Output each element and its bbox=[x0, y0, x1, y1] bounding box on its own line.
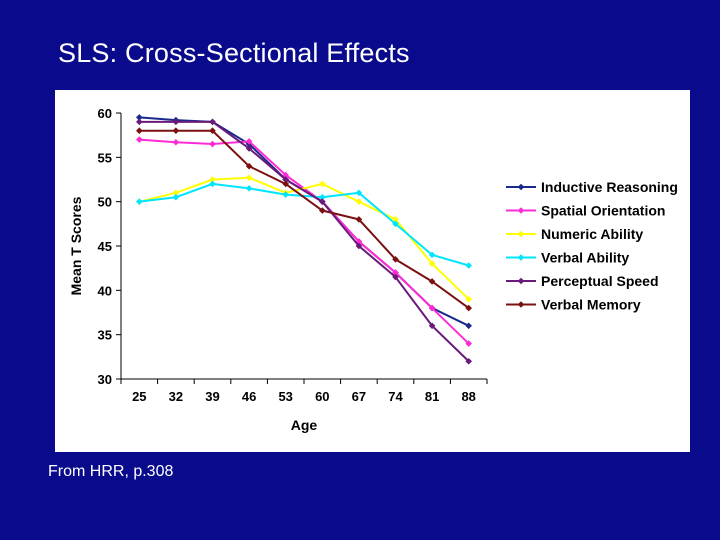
data-point-perceptual-speed bbox=[282, 176, 289, 183]
chart-panel: 30 35 40 45 50 55 60 25 32 39 46 53 60 67 74 81 88 Induc… bbox=[55, 90, 690, 452]
x-tick-label: 53 bbox=[278, 389, 292, 404]
legend-item-verbal-memory: Verbal Memory bbox=[506, 297, 641, 313]
legend-marker bbox=[517, 207, 525, 214]
data-point-verbal-memory bbox=[172, 127, 180, 135]
series-verbal-ability bbox=[136, 180, 472, 269]
series-verbal-memory bbox=[136, 127, 472, 312]
data-point-verbal-ability bbox=[136, 198, 143, 205]
data-point-verbal-memory bbox=[428, 278, 436, 285]
data-point-verbal-ability bbox=[465, 262, 472, 269]
x-tick-label: 46 bbox=[242, 389, 256, 404]
y-axis-label: Mean T Scores bbox=[68, 196, 84, 295]
y-tick-label: 55 bbox=[98, 150, 112, 165]
legend-label: Verbal Memory bbox=[541, 297, 641, 313]
data-point-verbal-ability bbox=[245, 185, 253, 192]
line-chart: 30 35 40 45 50 55 60 25 32 39 46 53 60 67 74 81 88 Induc… bbox=[68, 106, 678, 433]
data-point-verbal-ability bbox=[428, 251, 436, 259]
legend-label: Numeric Ability bbox=[541, 226, 643, 242]
data-point-numeric-ability bbox=[355, 198, 363, 205]
x-tick-label: 39 bbox=[205, 389, 219, 404]
x-tick-label: 32 bbox=[169, 389, 183, 404]
data-point-perceptual-speed bbox=[465, 357, 472, 365]
data-point-spatial-orientation bbox=[172, 138, 180, 146]
data-point-verbal-memory bbox=[209, 127, 216, 135]
x-axis-label: Age bbox=[291, 417, 318, 433]
data-point-perceptual-speed bbox=[392, 273, 399, 281]
data-point-verbal-memory bbox=[136, 127, 143, 135]
data-point-perceptual-speed bbox=[136, 118, 143, 126]
y-tick-label: 50 bbox=[98, 195, 112, 210]
data-point-spatial-orientation bbox=[355, 238, 363, 245]
slide-title: SLS: Cross-Sectional Effects bbox=[58, 38, 410, 68]
series-spatial-orientation bbox=[136, 136, 472, 347]
series-perceptual-speed bbox=[136, 118, 472, 365]
data-point-perceptual-speed bbox=[172, 118, 180, 126]
x-tick-label: 74 bbox=[388, 389, 403, 404]
data-point-verbal-memory bbox=[282, 180, 289, 188]
y-tick-label: 35 bbox=[98, 328, 112, 343]
data-point-verbal-memory bbox=[465, 304, 472, 312]
legend-marker bbox=[517, 230, 525, 238]
data-point-verbal-ability bbox=[319, 193, 326, 201]
legend-label: Spatial Orientation bbox=[541, 203, 665, 219]
series-line-perceptual-speed bbox=[139, 120, 470, 362]
legend-item-numeric-ability: Numeric Ability bbox=[506, 226, 643, 242]
chart-axes: 30 35 40 45 50 55 60 25 32 39 46 53 60 67 74 81 88 bbox=[98, 106, 488, 404]
legend-item-inductive-reasoning: Inductive Reasoning bbox=[506, 179, 678, 195]
chart-legend: Inductive Reasoning Spatial Orientation Nu… bbox=[506, 179, 678, 313]
legend-item-perceptual-speed: Perceptual Speed bbox=[506, 273, 659, 289]
data-point-spatial-orientation bbox=[465, 340, 472, 347]
legend-marker bbox=[517, 254, 525, 261]
data-point-numeric-ability bbox=[392, 216, 399, 223]
data-point-spatial-orientation bbox=[209, 140, 216, 148]
data-point-verbal-ability bbox=[172, 193, 180, 201]
data-point-perceptual-speed bbox=[355, 242, 363, 250]
data-point-spatial-orientation bbox=[428, 304, 436, 312]
data-point-numeric-ability bbox=[465, 295, 472, 303]
x-tick-label: 25 bbox=[132, 389, 146, 404]
series-line-verbal-ability bbox=[139, 182, 469, 267]
data-point-verbal-ability bbox=[282, 191, 289, 198]
x-tick-label: 67 bbox=[352, 389, 366, 404]
data-point-numeric-ability bbox=[245, 174, 253, 182]
y-tick-label: 60 bbox=[98, 106, 112, 121]
legend-item-verbal-ability: Verbal Ability bbox=[506, 250, 629, 266]
legend-item-spatial-orientation: Spatial Orientation bbox=[506, 203, 665, 219]
data-point-numeric-ability bbox=[428, 260, 436, 268]
data-point-verbal-memory bbox=[392, 256, 399, 263]
y-tick-label: 45 bbox=[98, 239, 112, 254]
data-point-verbal-memory bbox=[355, 216, 363, 223]
legend-label: Perceptual Speed bbox=[541, 273, 659, 289]
data-point-numeric-ability bbox=[209, 176, 216, 183]
data-point-spatial-orientation bbox=[282, 171, 289, 179]
source-footnote: From HRR, p.308 bbox=[48, 463, 174, 480]
y-tick-label: 30 bbox=[98, 372, 112, 387]
data-point-perceptual-speed bbox=[428, 322, 436, 330]
legend-label: Inductive Reasoning bbox=[541, 179, 678, 195]
data-point-spatial-orientation bbox=[136, 136, 143, 143]
data-point-spatial-orientation bbox=[392, 269, 399, 276]
legend-label: Verbal Ability bbox=[541, 250, 629, 266]
series-line-verbal-memory bbox=[139, 129, 470, 309]
x-tick-label: 60 bbox=[315, 389, 329, 404]
x-tick-label: 88 bbox=[461, 389, 475, 404]
data-point-verbal-ability bbox=[209, 180, 216, 188]
data-point-verbal-ability bbox=[392, 220, 399, 228]
series-line-numeric-ability bbox=[139, 176, 470, 300]
data-point-perceptual-speed bbox=[209, 118, 216, 126]
data-point-inductive-reasoning bbox=[465, 322, 472, 330]
x-tick-label: 81 bbox=[425, 389, 439, 404]
y-tick-label: 40 bbox=[98, 283, 112, 298]
series-line-spatial-orientation bbox=[139, 138, 470, 345]
legend-marker bbox=[517, 277, 525, 285]
legend-marker bbox=[517, 301, 525, 308]
data-point-numeric-ability bbox=[319, 180, 326, 188]
series-lines bbox=[136, 114, 472, 365]
data-point-verbal-memory bbox=[319, 207, 326, 214]
legend-marker bbox=[517, 183, 525, 191]
